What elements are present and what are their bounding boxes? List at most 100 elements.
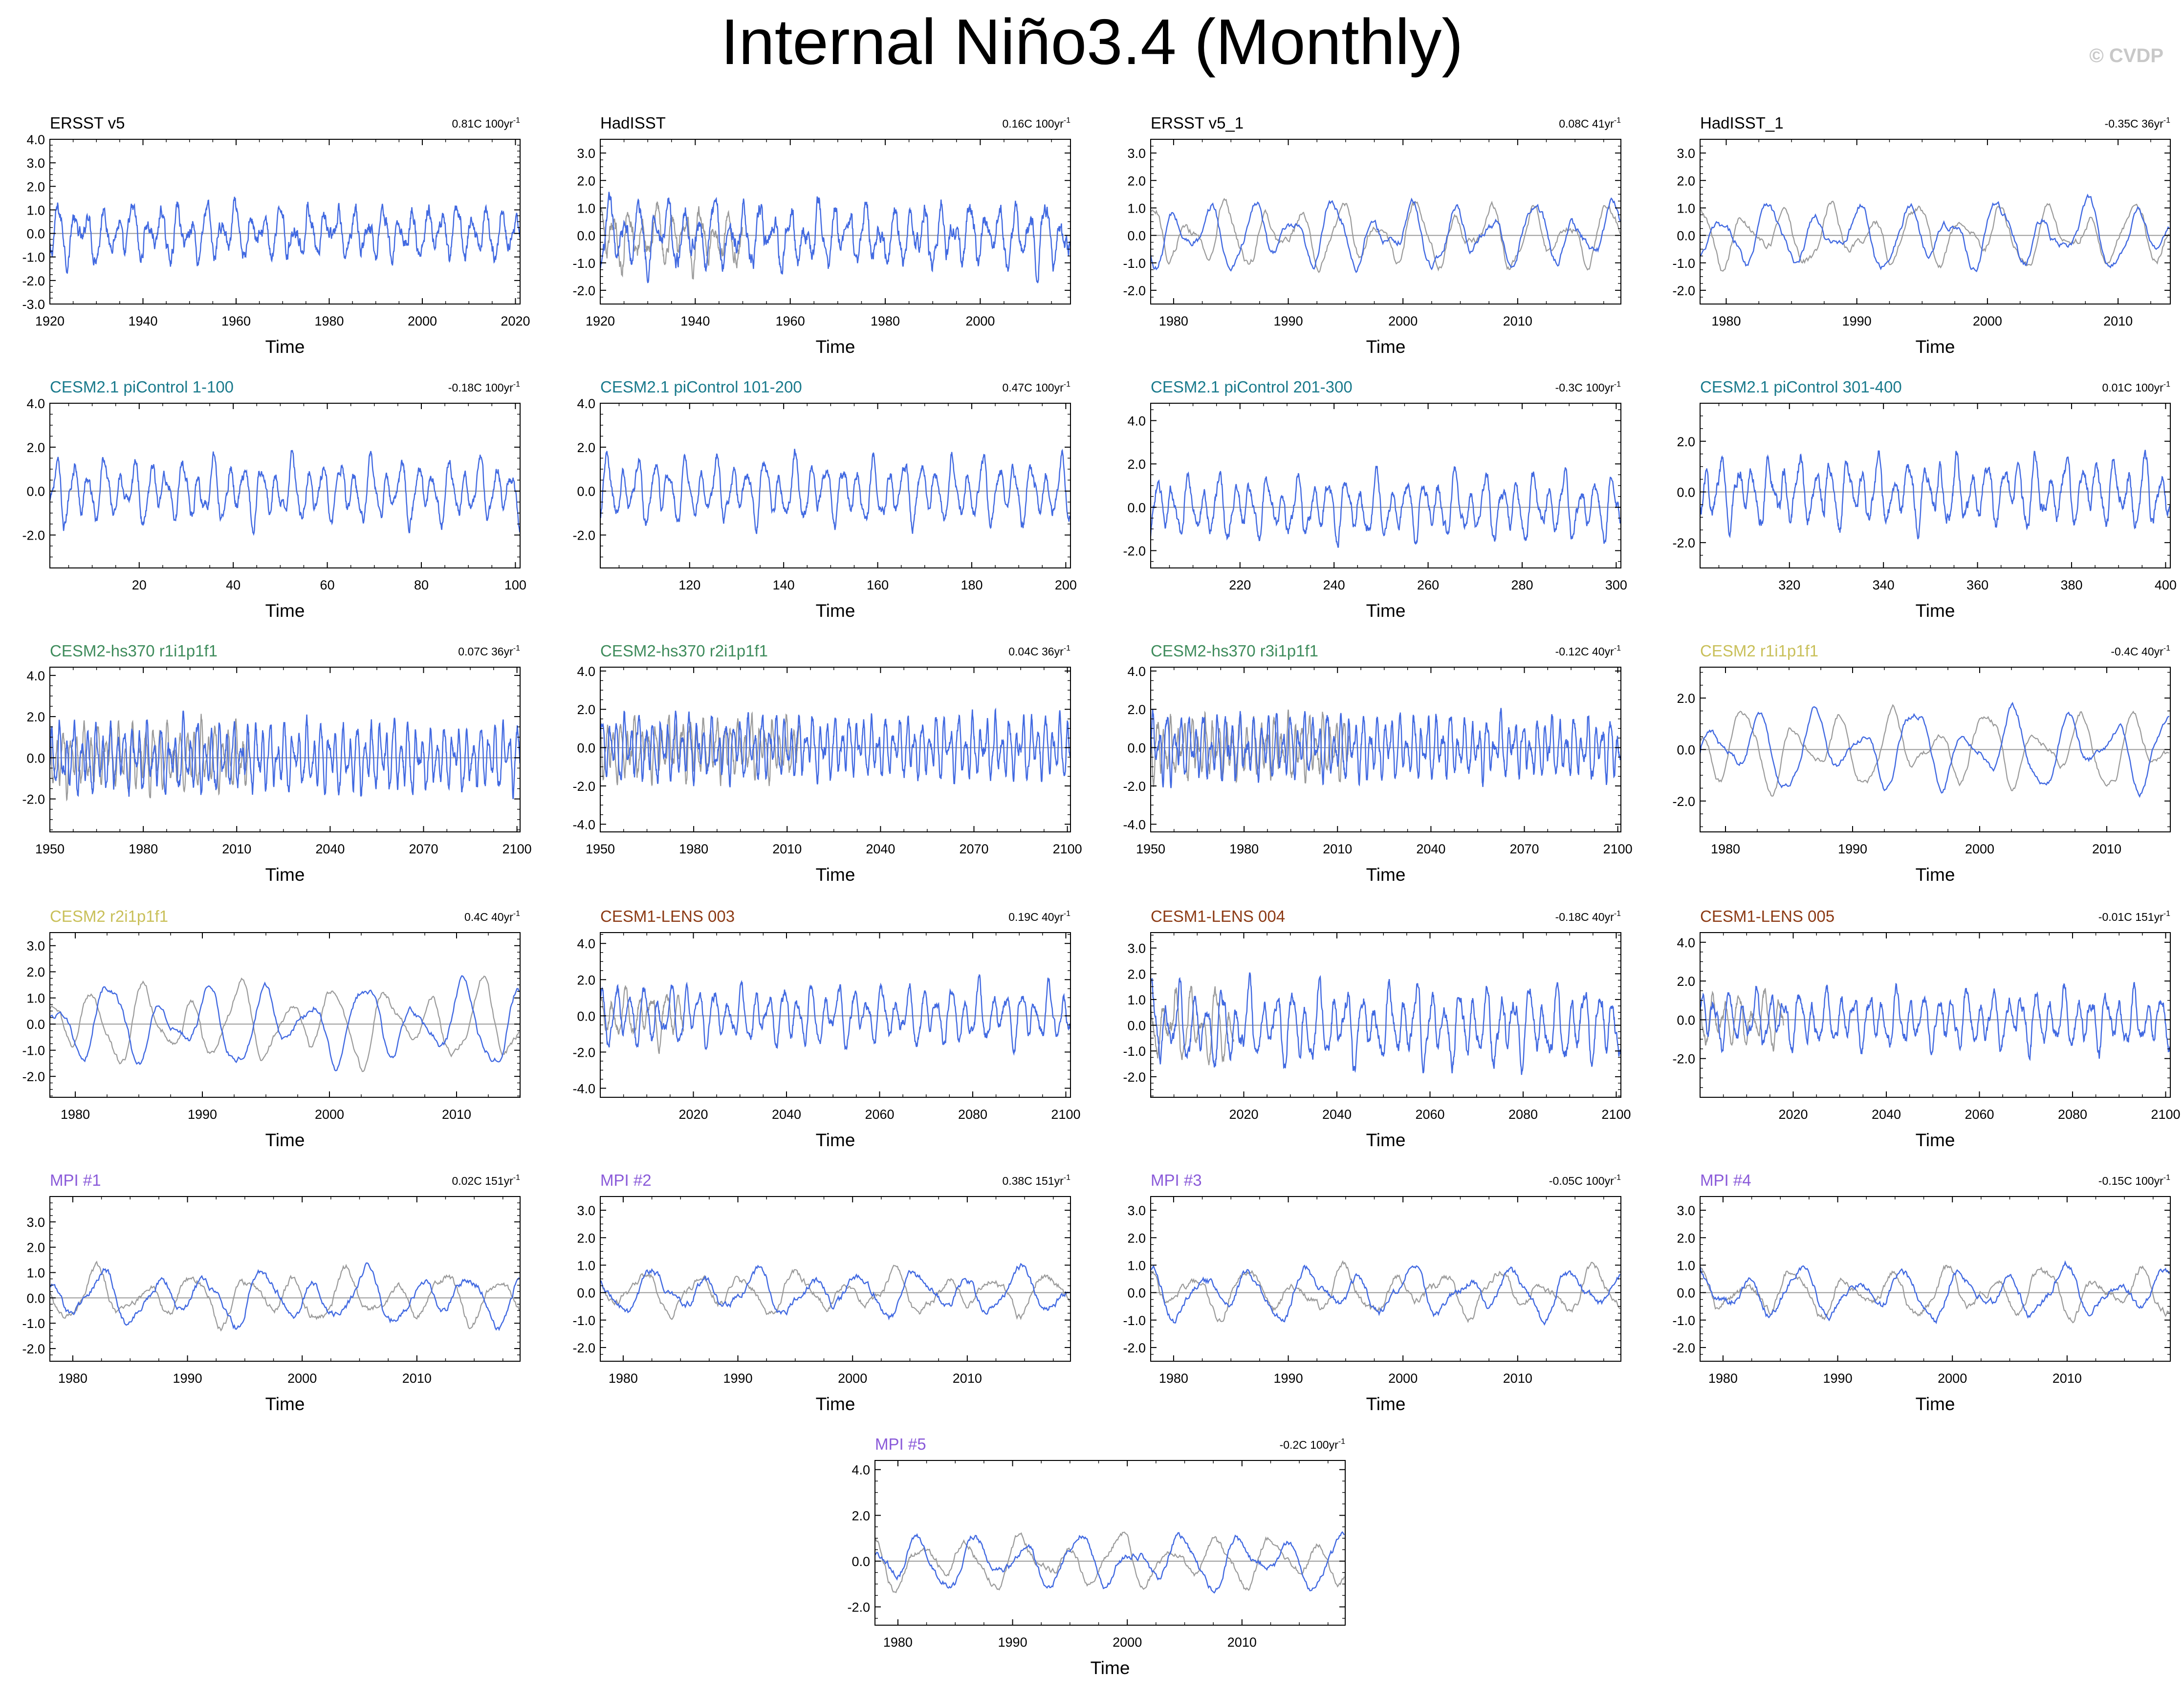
panel-11: CESM2-hs370 r3i1p1f1 -0.12C 40yr-1 -4.0 -2.… [1123,642,1632,885]
panel-trend-exponent: -1 [1614,380,1621,389]
panel-frame [49,932,521,1098]
x-tick-label: 2040 [1416,842,1445,856]
x-axis-label: Time [265,1130,305,1150]
panel-trend: -0.05C 100yr-1 [1549,1174,1621,1187]
panel-trend: -0.2C 100yr-1 [1280,1437,1346,1451]
model-series-line [50,450,520,536]
panel-trend-exponent: -1 [513,116,520,125]
panel-16: CESM1-LENS 005 -0.01C 151yr-1 -2.0 0.0 2.0 4.… [1672,907,2180,1150]
y-tick-label: 1.0 [1677,201,1695,216]
y-tick-label: -1.0 [1123,256,1146,271]
x-tick-label: 2000 [408,314,437,328]
panel-title: MPI #2 [600,1171,652,1189]
y-tick-label: 3.0 [577,1203,595,1218]
figure-title: Internal Niño3.4 (Monthly) [721,6,1463,78]
x-tick-label: 1980 [1711,314,1741,328]
x-axis-label: Time [1916,1394,1955,1414]
y-tick-label: -2.0 [22,792,45,807]
x-tick-label: 2000 [1388,314,1418,328]
panel-trend: -0.35C 36yr-1 [2105,116,2171,130]
panel-trend-exponent: -1 [1064,116,1070,125]
panel-trend: 0.02C 151yr-1 [452,1174,520,1187]
y-tick-label: -2.0 [22,1342,45,1356]
x-tick-label: 2100 [1603,842,1633,856]
y-tick-label: 4.0 [1677,936,1695,950]
x-tick-label: 2010 [2103,314,2133,328]
obs-series-line [875,1531,1345,1593]
panel-21: MPI #5 -0.2C 100yr-1 -2.0 0.0 2.0 4.0 1980 1990… [847,1435,1346,1678]
model-series-line [875,1531,1345,1594]
y-tick-label: 3.0 [1677,1203,1695,1218]
y-tick-label: 0.0 [577,1009,595,1023]
y-tick-label: 4.0 [26,396,45,411]
y-tick-label: 0.0 [852,1554,870,1569]
x-tick-label: 1990 [1823,1371,1853,1386]
obs-series-line [600,201,743,280]
model-series-line [1151,708,1621,788]
y-tick-label: 0.0 [26,227,45,241]
x-tick-label: 2000 [287,1371,317,1386]
model-series-line [1700,701,2170,798]
x-tick-label: 80 [414,578,429,592]
model-series-line [1700,1260,2170,1325]
panel-trend: 0.01C 100yr-1 [2102,380,2170,394]
x-tick-label: 2010 [402,1371,432,1386]
y-tick-label: -4.0 [572,817,595,832]
y-tick-label: -2.0 [1123,1070,1146,1085]
x-tick-label: 2070 [1509,842,1539,856]
y-tick-label: 2.0 [577,1231,595,1245]
model-series-line [50,710,520,800]
panel-title: CESM2.1 piControl 301-400 [1700,378,1902,396]
x-tick-label: 40 [226,578,240,592]
panel-frame [1150,932,1621,1098]
panel-frame [874,1460,1346,1626]
y-tick-label: 2.0 [1677,974,1695,989]
obs-series-line [1151,1260,1620,1324]
panel-trend-exponent: -1 [513,644,520,653]
y-tick-label: 1.0 [577,201,595,216]
y-tick-label: 2.0 [1677,435,1695,449]
y-tick-label: -1.0 [22,250,45,265]
y-tick-label: 0.0 [1127,1286,1146,1301]
panel-5: CESM2.1 piControl 1-100 -0.18C 100yr-1 -2.… [22,378,526,621]
x-axis-label: Time [816,337,855,357]
y-tick-label: 2.0 [1677,691,1695,706]
x-tick-label: 2060 [1965,1107,1994,1122]
y-tick-label: 2.0 [577,702,595,717]
panel-1: ERSST v5 0.81C 100yr-1 -3.0 -2.0 -1.0 0.0 1.0 2… [22,114,530,357]
panel-trend: -0.3C 100yr-1 [1555,380,1621,394]
y-tick-label: 3.0 [1677,146,1695,161]
y-tick-label: -1.0 [572,256,595,271]
y-tick-label: 2.0 [26,440,45,455]
x-tick-label: 2070 [959,842,988,856]
panel-trend-exponent: -1 [2163,1174,2170,1182]
panel-trend-exponent: -1 [2163,910,2170,918]
y-tick-label: 0.0 [1677,229,1695,243]
x-tick-label: 2010 [222,842,251,856]
x-tick-label: 1920 [586,314,615,328]
y-tick-label: 4.0 [577,396,595,411]
panel-title: CESM1-LENS 003 [600,907,735,925]
x-tick-label: 2020 [1778,1107,1808,1122]
y-tick-label: -2.0 [1672,536,1695,550]
panel-trend-exponent: -1 [1338,1437,1345,1446]
y-tick-label: 0.0 [1127,741,1146,756]
y-tick-label: -4.0 [572,1081,595,1096]
panel-trend-exponent: -1 [2163,116,2170,125]
panel-trend: 0.47C 100yr-1 [1002,380,1070,394]
y-tick-label: 2.0 [852,1508,870,1523]
panel-trend: 0.4C 40yr-1 [464,910,520,923]
obs-series-line [1700,1264,2170,1324]
panel-frame [1700,1196,2171,1362]
x-tick-label: 60 [320,578,335,592]
panel-trend-exponent: -1 [1064,644,1070,653]
y-tick-label: -1.0 [1672,1313,1695,1328]
panel-frame [1700,932,2171,1098]
panel-6: CESM2.1 piControl 101-200 0.47C 100yr-1 -2… [572,378,1076,621]
x-tick-label: 2010 [442,1107,471,1122]
model-series-line [1700,450,2170,540]
panel-trend: -0.18C 40yr-1 [1555,910,1621,923]
panel-8: CESM2.1 piControl 301-400 0.01C 100yr-1 -2… [1672,378,2176,621]
obs-series-line [1151,709,1351,787]
x-tick-label: 1990 [723,1371,753,1386]
